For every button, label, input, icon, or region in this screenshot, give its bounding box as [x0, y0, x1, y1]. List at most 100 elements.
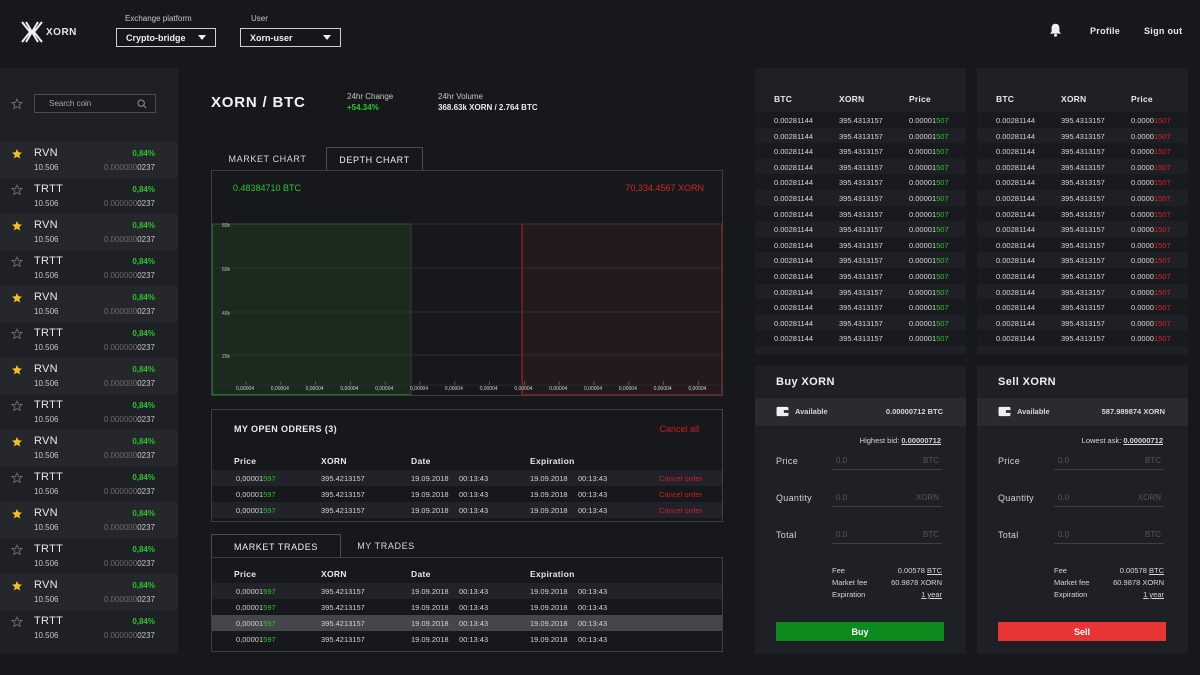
trade-xorn: 395.4213157 — [321, 603, 365, 612]
brand-logo[interactable]: XORN — [20, 20, 110, 44]
book-row[interactable]: 0.00281144 395.4313157 0.00001507 — [755, 190, 966, 206]
book-xorn: 395.4313157 — [839, 194, 883, 203]
total-input[interactable]: 0.0 BTC — [1054, 530, 1164, 544]
price-input[interactable]: 0.0 BTC — [1054, 456, 1164, 470]
book-row[interactable]: 0.00281144 395.4313157 0.00001507 — [977, 205, 1188, 222]
star-outline-icon[interactable] — [11, 328, 23, 340]
sell-button[interactable]: Sell — [998, 622, 1166, 641]
book-row[interactable]: 0.00281144 395.4313157 0.00001507 — [977, 174, 1188, 190]
book-row[interactable]: 0.00281144 395.4313157 0.00001507 — [977, 299, 1188, 315]
book-row[interactable]: 0.00281144 395.4313157 0.00001507 — [755, 128, 966, 144]
star-outline-icon[interactable] — [11, 544, 23, 556]
star-filled-icon[interactable] — [11, 148, 23, 160]
buy-button[interactable]: Buy — [776, 622, 944, 641]
table-row[interactable]: 0,00001597 395.4213157 19.09.2018 00:13:43… — [212, 583, 722, 599]
open-orders-panel: MY OPEN ODRERS (3) Cancel all Price XORN… — [211, 409, 723, 522]
tab-market-trades[interactable]: MARKET TRADES — [211, 534, 341, 558]
col-btc: BTC — [774, 94, 793, 104]
cancel-order-button[interactable]: Cancel order — [659, 490, 702, 499]
cancel-all-button[interactable]: Cancel all — [659, 424, 699, 434]
book-row[interactable]: 0.00281144 395.4313157 0.00001507 — [977, 236, 1188, 253]
cancel-order-button[interactable]: Cancel order — [659, 506, 702, 515]
fee-unit[interactable]: BTC — [927, 566, 942, 575]
star-outline-icon[interactable] — [11, 472, 23, 484]
star-outline-icon[interactable] — [11, 616, 23, 628]
search-coin-input[interactable]: Search coin — [34, 94, 156, 113]
book-row[interactable]: 0.00281144 395.4313157 0.00001507 — [977, 159, 1188, 175]
profile-link[interactable]: Profile — [1090, 26, 1121, 36]
book-row[interactable]: 0.00281144 395.4313157 0.00001507 — [755, 252, 966, 268]
coin-row[interactable]: TRTT 0,84% 10.506 0.0000000237 — [0, 250, 178, 286]
coin-row[interactable]: TRTT 0,84% 10.506 0.0000000237 — [0, 322, 178, 358]
book-row[interactable]: 0.00281144 395.4313157 0.00001507 — [977, 112, 1188, 128]
quantity-input[interactable]: 0.0 XORN — [832, 493, 942, 507]
user-select[interactable]: Xorn-user — [240, 28, 341, 47]
quantity-input[interactable]: 0.0 XORN — [1054, 493, 1164, 507]
book-row[interactable]: 0.00281144 395.4313157 0.00001507 — [977, 190, 1188, 206]
expiration-select[interactable]: 1 year — [921, 590, 942, 599]
tab-market-chart[interactable]: MARKET CHART — [228, 154, 307, 164]
book-row[interactable]: 0.00281144 395.4313157 0.00001507 — [977, 221, 1188, 237]
coin-row[interactable]: RVN 0,84% 10.506 0.0000000237 — [0, 142, 178, 178]
book-row[interactable]: 0.00281144 395.4313157 0.00001507 — [755, 299, 966, 315]
book-row[interactable]: 0.00281144 395.4313157 0.00001507 — [755, 284, 966, 300]
bell-icon[interactable] — [1049, 23, 1062, 37]
coin-row[interactable]: RVN 0,84% 10.506 0.0000000237 — [0, 574, 178, 610]
book-price-prefix: 0.00001 — [909, 131, 937, 141]
coin-row[interactable]: TRTT 0,84% 10.506 0.0000000237 — [0, 466, 178, 502]
book-row[interactable]: 0.00281144 395.4313157 0.00001507 — [977, 268, 1188, 284]
star-outline-icon[interactable] — [11, 184, 23, 196]
star-filled-icon[interactable] — [11, 508, 23, 520]
book-row[interactable]: 0.00281144 395.4313157 0.00001507 — [977, 252, 1188, 268]
coin-row[interactable]: TRTT 0,84% 10.506 0.0000000237 — [0, 538, 178, 574]
book-row[interactable]: 0.00281144 395.4313157 0.00001507 — [755, 112, 966, 128]
book-row[interactable]: 0.00281144 395.4313157 0.00001507 — [755, 330, 966, 346]
star-filled-icon[interactable] — [11, 292, 23, 304]
star-outline-icon[interactable] — [11, 400, 23, 412]
coin-row[interactable]: RVN 0,84% 10.506 0.0000000237 — [0, 286, 178, 322]
tab-depth-chart[interactable]: DEPTH CHART — [326, 147, 423, 171]
book-row[interactable]: 0.00281144 395.4313157 0.00001507 — [977, 315, 1188, 331]
coin-row[interactable]: TRTT 0,84% 10.506 0.0000000237 — [0, 394, 178, 430]
tab-my-trades[interactable]: MY TRADES — [357, 541, 415, 551]
star-filled-icon[interactable] — [11, 436, 23, 448]
total-input[interactable]: 0.0 BTC — [832, 530, 942, 544]
coin-row[interactable]: RVN 0,84% 10.506 0.0000000237 — [0, 358, 178, 394]
book-row[interactable]: 0.00281144 395.4313157 0.00001507 — [977, 284, 1188, 300]
star-filled-icon[interactable] — [11, 364, 23, 376]
book-row[interactable]: 0.00281144 395.4313157 0.00001507 — [755, 315, 966, 331]
coin-row[interactable]: RVN 0,84% 10.506 0.0000000237 — [0, 430, 178, 466]
coin-row[interactable]: TRTT 0,84% 10.506 0.0000000237 — [0, 610, 178, 646]
book-row[interactable]: 0.00281144 395.4313157 0.00001507 — [755, 268, 966, 284]
table-row[interactable]: 0,00001597 395.4213157 19.09.2018 00:13:43… — [212, 599, 722, 615]
star-outline-icon[interactable] — [11, 98, 23, 110]
book-row[interactable]: 0.00281144 395.4313157 0.00001507 — [977, 330, 1188, 346]
exchange-select[interactable]: Crypto-bridge — [116, 28, 216, 47]
coin-row[interactable]: RVN 0,84% 10.506 0.0000000237 — [0, 214, 178, 250]
book-row[interactable]: 0.00281144 395.4313157 0.00001507 — [977, 143, 1188, 159]
signout-link[interactable]: Sign out — [1144, 26, 1183, 36]
price-input[interactable]: 0.0 BTC — [832, 456, 942, 470]
col-price: Price — [234, 569, 257, 579]
table-row[interactable]: 0,00001597 395.4213157 19.09.2018 00:13:43… — [212, 615, 722, 631]
book-row[interactable]: 0.00281144 395.4313157 0.00001507 — [977, 128, 1188, 144]
book-row[interactable]: 0.00281144 395.4313157 0.00001507 — [755, 159, 966, 175]
cancel-order-button[interactable]: Cancel order — [659, 474, 702, 483]
book-row[interactable]: 0.00281144 395.4313157 0.00001507 — [755, 205, 966, 222]
coin-row[interactable]: TRTT 0,84% 10.506 0.0000000237 — [0, 178, 178, 214]
coin-row[interactable]: RVN 0,84% 10.506 0.0000000237 — [0, 502, 178, 538]
book-row[interactable]: 0.00281144 395.4313157 0.00001507 — [755, 174, 966, 190]
table-row[interactable]: 0,00001597 395.4213157 19.09.2018 00:13:43… — [212, 631, 722, 647]
book-row[interactable]: 0.00281144 395.4313157 0.00001507 — [755, 143, 966, 159]
book-row[interactable]: 0.00281144 395.4313157 0.00001507 — [755, 221, 966, 237]
expiration-select[interactable]: 1 year — [1143, 590, 1164, 599]
star-filled-icon[interactable] — [11, 220, 23, 232]
star-filled-icon[interactable] — [11, 580, 23, 592]
fee-unit[interactable]: BTC — [1149, 566, 1164, 575]
book-price-digits: 507 — [936, 178, 949, 188]
star-outline-icon[interactable] — [11, 256, 23, 268]
reference-value[interactable]: 0.00000712 — [1123, 436, 1163, 445]
reference-value[interactable]: 0.00000712 — [901, 436, 941, 445]
book-row[interactable]: 0.00281144 395.4313157 0.00001507 — [755, 236, 966, 253]
ask-area — [521, 223, 722, 395]
